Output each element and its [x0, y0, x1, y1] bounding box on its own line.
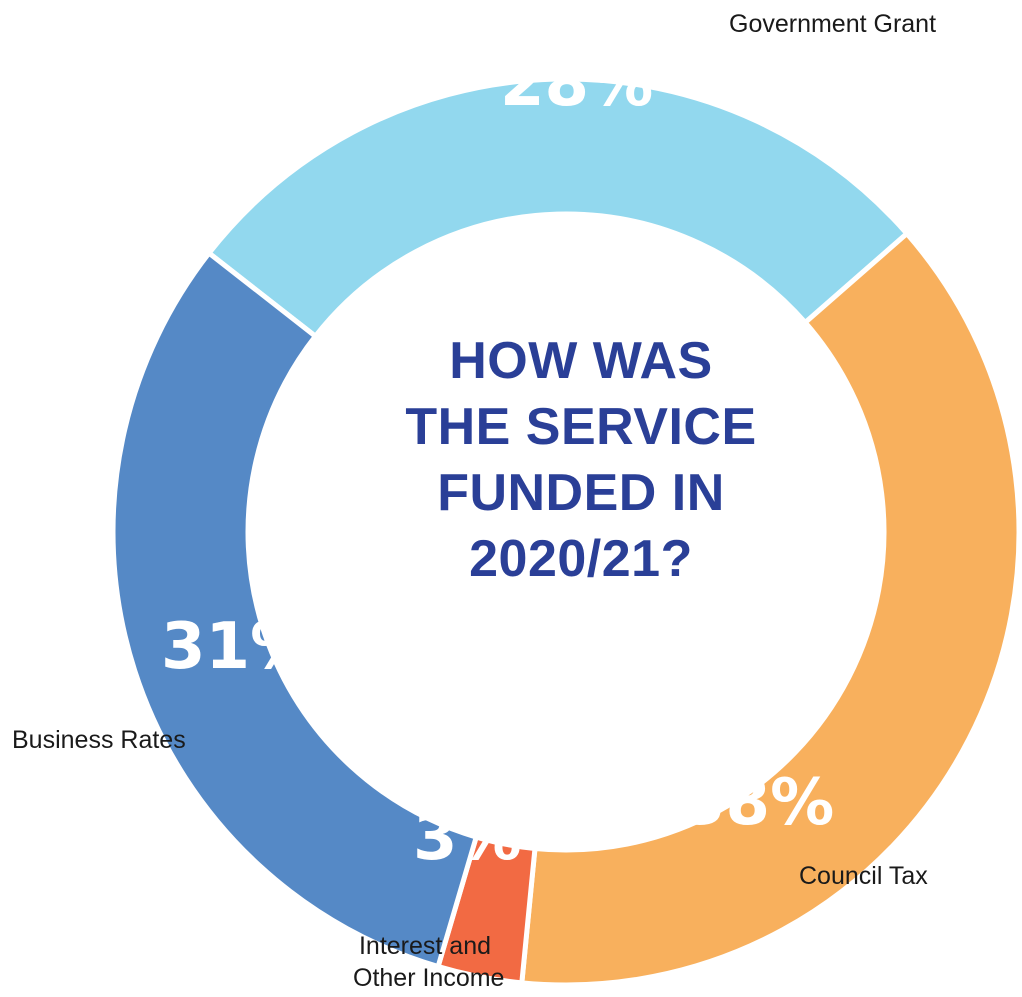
chart-title: HOW WAS THE SERVICE FUNDED IN 2020/21? — [391, 328, 771, 592]
chart-title-line-4: 2020/21? — [469, 530, 693, 588]
chart-title-line-1: HOW WAS — [449, 332, 713, 390]
slice-name-label-government-grant: Government Grant — [729, 10, 937, 38]
slice-name-label-council-tax: Council Tax — [799, 862, 928, 890]
chart-title-line-3: FUNDED IN — [437, 464, 725, 522]
slice-value-label-government-grant: 28% — [500, 47, 654, 121]
slice-name-label-business-rates: Business Rates — [12, 726, 186, 754]
donut-slice-business-rates — [110, 250, 479, 970]
slice-name-label-interest-line-2: Other Income — [353, 964, 505, 992]
donut-slice-government-grant — [206, 76, 910, 339]
slice-value-label-interest-other-income: 3% — [413, 801, 522, 875]
slice-name-label-interest-other-income: Interest and Other Income — [353, 930, 505, 994]
chart-title-line-2: THE SERVICE — [405, 398, 757, 456]
slice-name-label-interest-line-1: Interest and — [358, 932, 492, 960]
donut-slice-council-tax — [519, 231, 1022, 988]
slice-value-label-council-tax: 38% — [681, 766, 835, 840]
slice-value-label-business-rates: 31% — [161, 610, 315, 684]
